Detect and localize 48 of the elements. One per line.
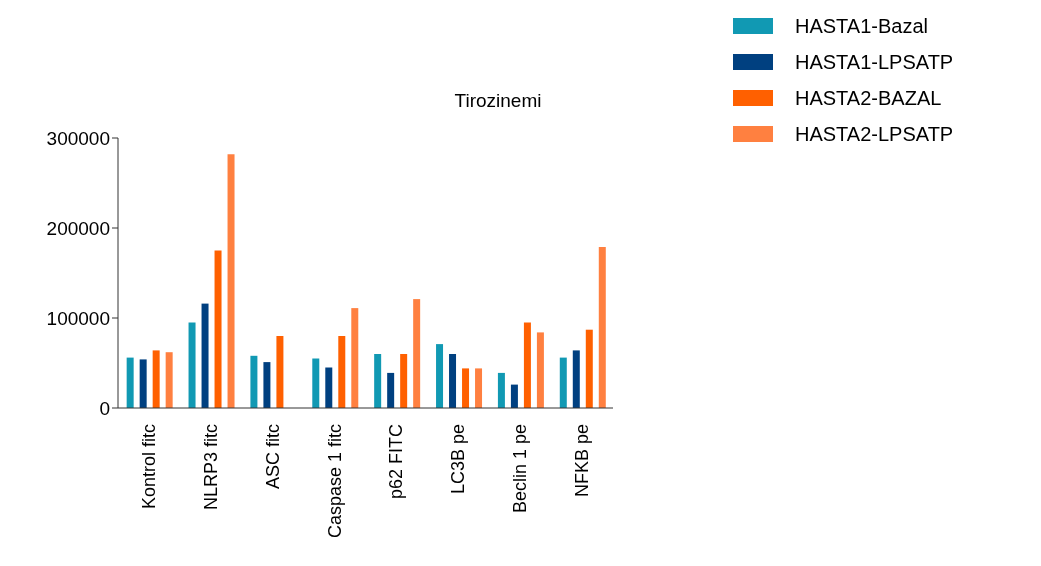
bar [497,372,505,408]
bar [585,329,593,408]
bar [152,350,160,408]
bar [338,336,346,408]
bar [214,250,222,408]
x-tick-label: ASC fitc [262,424,283,490]
bar [276,336,284,408]
chart-title: Tirozinemi [453,90,543,112]
bar [510,384,518,408]
bar [475,368,483,408]
legend-label: HASTA2-LPSATP [795,122,954,146]
bar [436,344,444,408]
bar [165,352,173,408]
bar [413,299,421,408]
x-tick-label: NLRP3 fitc [200,424,221,511]
bar [536,332,544,408]
bar [462,368,470,408]
bar [559,357,567,408]
x-tick-label: Kontrol fitc [138,424,159,510]
legend-label: HASTA1-LPSATP [795,50,954,74]
y-tick-label: 100000 [46,307,110,329]
x-tick-label: Caspase 1 fitc [324,424,345,539]
bar [139,359,147,408]
bar [263,362,271,408]
bar [250,355,258,408]
x-tick-label: p62 FITC [386,424,407,500]
legend-label: HASTA1-Bazal [795,14,929,38]
bar [374,354,382,408]
bar [201,303,209,408]
bar [227,154,235,408]
x-tick-label: LC3B pe [448,424,469,495]
y-tick-label: 0 [99,397,110,419]
bar [598,246,606,408]
y-tick-label: 200000 [46,217,110,239]
bar [400,354,408,408]
bar [126,357,134,408]
x-tick-label: NFKB pe [572,424,593,498]
bar [325,367,333,408]
bar [572,350,580,408]
y-tick-label: 300000 [46,127,110,149]
bar [188,322,196,408]
bar [523,322,531,408]
bar [387,372,395,408]
x-tick-label: Beclin 1 pe [510,424,531,514]
bar [312,358,320,408]
legend-label: HASTA2-BAZAL [795,86,942,110]
bar [449,354,457,408]
bar [351,308,359,408]
